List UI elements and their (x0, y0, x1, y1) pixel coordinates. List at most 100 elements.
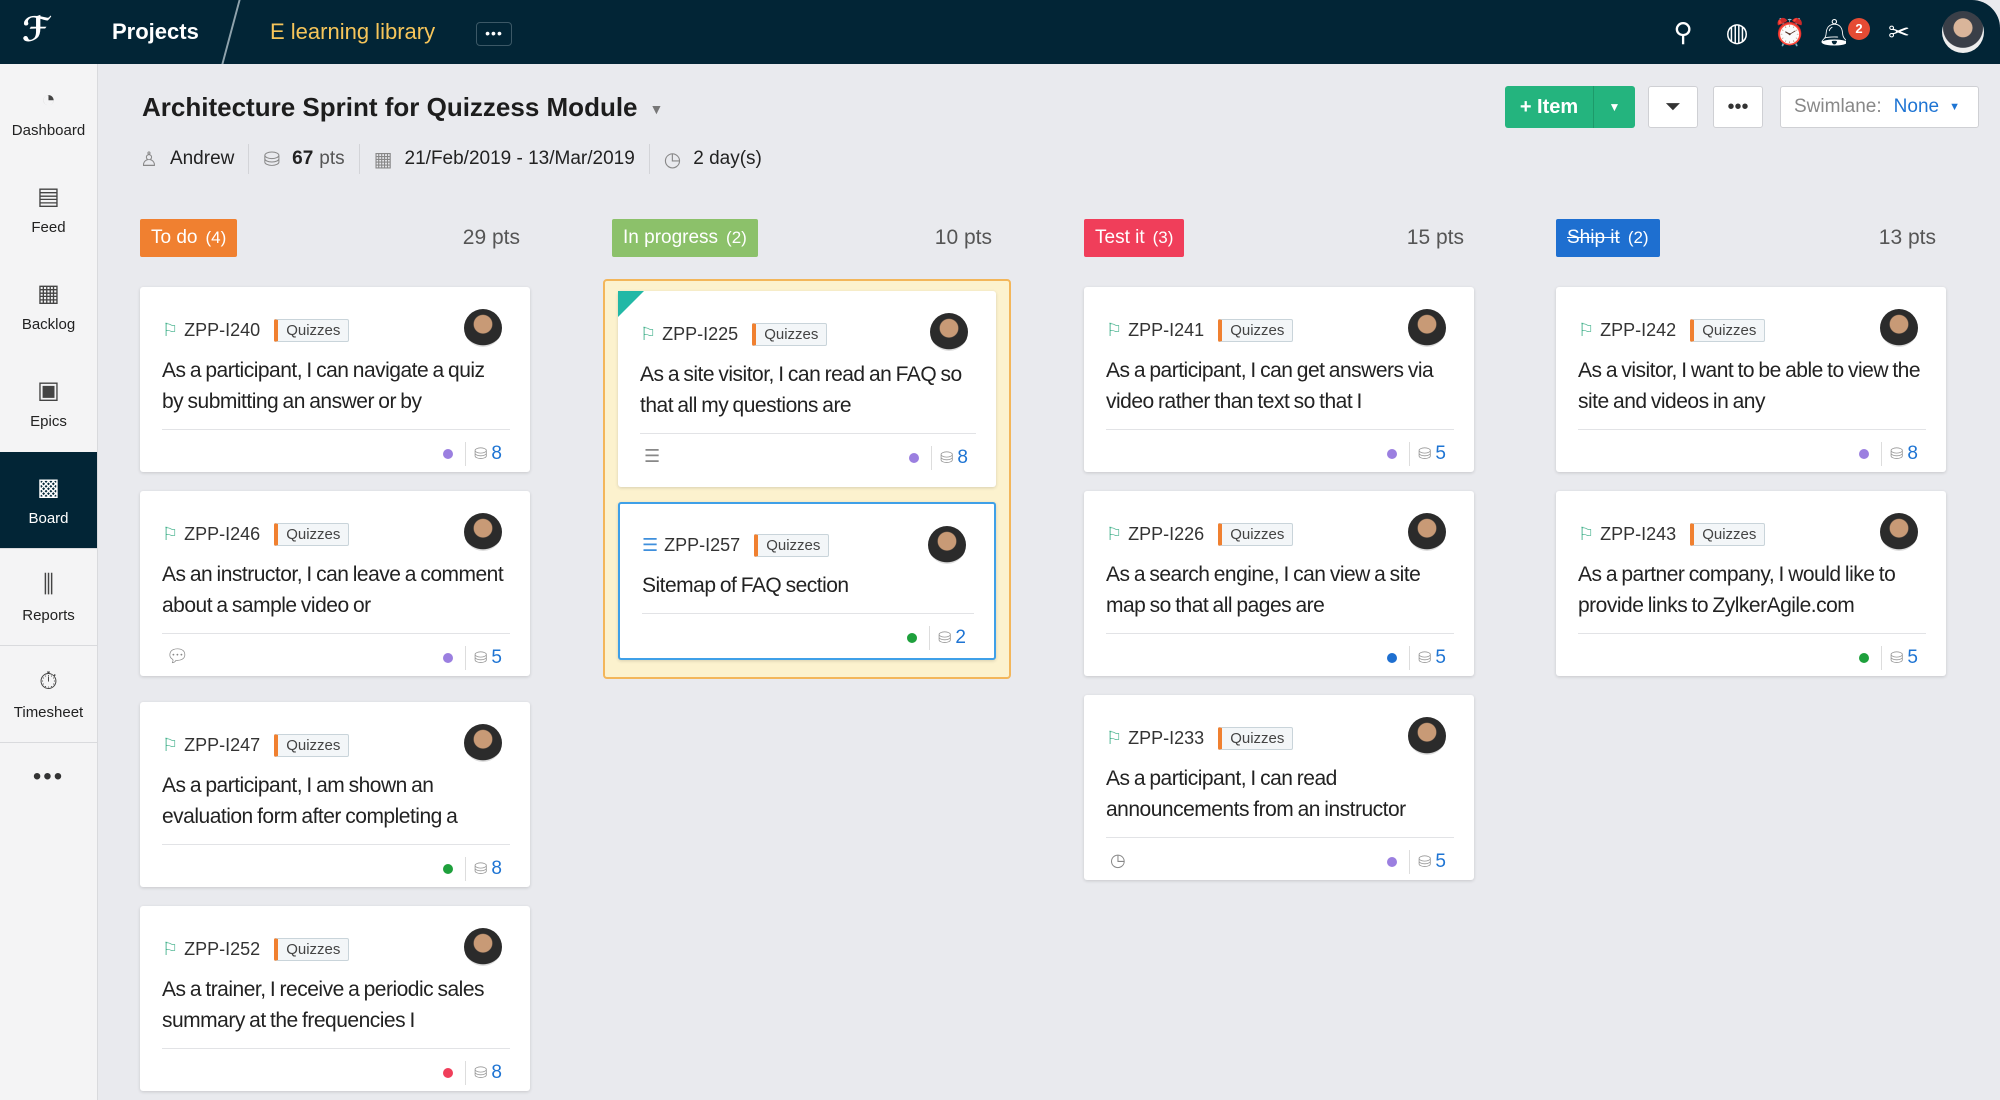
card[interactable]: ⚐ ZPP-I246 Quizzes As an instructor, I can… (140, 491, 530, 676)
card-title[interactable]: As a participant, I am shown an evaluati… (162, 774, 458, 828)
coins-icon: ⛁ (1418, 445, 1432, 463)
stage-count: (3) (1152, 228, 1174, 247)
card-id[interactable]: ZPP-I240 (184, 319, 261, 340)
card-tag: Quizzes (274, 522, 350, 546)
assignee-avatar[interactable] (464, 309, 502, 347)
add-item-button[interactable]: + Item ▼ (1505, 86, 1635, 128)
stage-label[interactable]: In progress (2) (612, 219, 758, 257)
card[interactable]: ☰ ZPP-I257 Quizzes Sitemap of FAQ section … (618, 502, 996, 660)
assignee-avatar[interactable] (1880, 309, 1918, 347)
filter-button[interactable]: ⏷ (1648, 86, 1698, 128)
globe-icon[interactable]: ◍ (1725, 17, 1749, 47)
assignee-avatar[interactable] (930, 313, 968, 351)
alarm-clock-icon[interactable]: ⏰ (1773, 17, 1807, 47)
card-title[interactable]: As a visitor, I want to be able to view … (1578, 359, 1921, 413)
card[interactable]: ⚐ ZPP-I243 Quizzes As a partner company, I… (1556, 491, 1946, 676)
assignee-avatar[interactable] (464, 513, 502, 551)
comment-icon[interactable]: 💬︎ (166, 646, 189, 666)
priority-dot (443, 1067, 454, 1078)
sidebar-item-backlog[interactable]: ▦ Backlog (0, 258, 97, 355)
bell-icon[interactable]: 🔔︎ (1818, 17, 1846, 47)
sidebar-item-label: Backlog (21, 315, 76, 333)
sprint-title[interactable]: Architecture Sprint for Quizzess Module ▼ (142, 92, 663, 123)
story-flag-icon: ⚐ (1578, 319, 1595, 340)
card[interactable]: ⚐ ZPP-I225 Quizzes As a site visitor, I ca… (618, 291, 996, 487)
story-flag-icon: ⚐ (162, 938, 179, 959)
card-title[interactable]: As a partner company, I would like to pr… (1578, 563, 1896, 617)
swimlane-select[interactable]: Swimlane: None ▼ (1780, 86, 1979, 128)
stage-label[interactable]: Test it (3) (1084, 219, 1185, 257)
card[interactable]: ⚐ ZPP-I241 Quizzes As a participant, I can… (1084, 287, 1474, 472)
story-flag-icon: ⚐ (1106, 319, 1123, 340)
project-more-button[interactable]: ••• (476, 22, 512, 46)
assignee-avatar[interactable] (1880, 513, 1918, 551)
assignee-avatar[interactable] (1408, 717, 1446, 755)
app-logo[interactable]: ℱ (22, 11, 50, 49)
assignee-avatar[interactable] (464, 724, 502, 762)
dashboard-icon: ◔ (41, 85, 56, 113)
sidebar-item-dashboard[interactable]: ◔ Dashboard (0, 64, 97, 161)
stage-label[interactable]: Ship it (2) (1556, 219, 1660, 257)
coins-icon: ⛁ (1890, 649, 1904, 667)
user-icon: ♙ (140, 148, 158, 171)
card-title[interactable]: Sitemap of FAQ section (642, 574, 849, 597)
card-title[interactable]: As an instructor, I can leave a comment … (162, 563, 504, 617)
card-id[interactable]: ZPP-I252 (184, 938, 261, 959)
assignee-avatar[interactable] (928, 526, 966, 564)
card-tag: Quizzes (1218, 318, 1294, 342)
add-item-label[interactable]: + Item (1519, 95, 1579, 118)
search-icon[interactable]: ⚲ (1673, 17, 1693, 47)
card-title[interactable]: As a participant, I can read announcemen… (1106, 767, 1406, 821)
card[interactable]: ⚐ ZPP-I242 Quizzes As a visitor, I want to… (1556, 287, 1946, 472)
collapse-corner-icon[interactable] (618, 291, 644, 317)
card[interactable]: ⚐ ZPP-I247 Quizzes As a participant, I am … (140, 702, 530, 887)
card[interactable]: ⚐ ZPP-I240 Quizzes As a participant, I can… (140, 287, 530, 472)
sidebar-item-board[interactable]: ▩ Board (0, 452, 97, 549)
card-tag: Quizzes (1690, 522, 1766, 546)
card-id[interactable]: ZPP-I246 (184, 523, 261, 544)
card-title[interactable]: As a site visitor, I can read an FAQ so … (640, 363, 962, 417)
card-tag: Quizzes (274, 733, 350, 757)
card-id[interactable]: ZPP-I243 (1600, 523, 1677, 544)
chevron-down-icon[interactable]: ▼ (1593, 86, 1635, 128)
story-points: 5 (1435, 442, 1446, 464)
card-title[interactable]: As a search engine, I can view a site ma… (1106, 563, 1421, 617)
notification-badge: 2 (1848, 18, 1870, 40)
sidebar-item-epics[interactable]: ▣ Epics (0, 355, 97, 452)
assignee-avatar[interactable] (1408, 309, 1446, 347)
card-id[interactable]: ZPP-I225 (662, 323, 739, 344)
stage-label[interactable]: To do (4) (140, 219, 238, 257)
card[interactable]: ⚐ ZPP-I233 Quizzes As a participant, I can… (1084, 695, 1474, 880)
card-id[interactable]: ZPP-I257 (664, 534, 741, 555)
sidebar-more-button[interactable]: ••• (32, 763, 65, 790)
project-name-link[interactable]: E learning library (270, 19, 436, 44)
more-options-button[interactable]: ••• (1713, 86, 1763, 128)
card-id[interactable]: ZPP-I233 (1128, 727, 1205, 748)
sidebar-item-reports[interactable]: ⫼ Reports (0, 549, 97, 646)
card-title[interactable]: As a trainer, I receive a periodic sales… (162, 978, 485, 1032)
coins-icon: ⛁ (474, 445, 488, 463)
chevron-down-icon[interactable]: ▼ (649, 101, 664, 118)
assignee-avatar[interactable] (464, 928, 502, 966)
card-tag: Quizzes (754, 533, 830, 557)
timer-icon[interactable]: ◷ (1110, 850, 1126, 870)
filter-icon: ⏷ (1665, 95, 1681, 118)
assignee-avatar[interactable] (1408, 513, 1446, 551)
card-id[interactable]: ZPP-I242 (1600, 319, 1677, 340)
card[interactable]: ⚐ ZPP-I226 Quizzes As a search engine, I c… (1084, 491, 1474, 676)
card-id[interactable]: ZPP-I241 (1128, 319, 1205, 340)
card-id[interactable]: ZPP-I247 (184, 734, 261, 755)
subtasks-icon[interactable]: ☰ (644, 446, 661, 466)
projects-link[interactable]: Projects (112, 19, 199, 44)
sidebar-item-label: Feed (31, 218, 66, 236)
card-id[interactable]: ZPP-I226 (1128, 523, 1205, 544)
story-points: 5 (491, 646, 502, 668)
card-title[interactable]: As a participant, I can get answers via … (1106, 359, 1434, 413)
card[interactable]: ⚐ ZPP-I252 Quizzes As a trainer, I receive… (140, 906, 530, 1091)
card-title[interactable]: As a participant, I can navigate a quiz … (162, 359, 485, 413)
user-avatar[interactable] (1942, 11, 1984, 53)
tools-icon[interactable]: ✂ (1888, 17, 1910, 47)
sidebar-item-timesheet[interactable]: ⏱ Timesheet (0, 646, 97, 743)
column-ship-it: Ship it (2) 13 pts ⚐ ZPP-I242 Quizzes As a v… (1556, 218, 1946, 676)
sidebar-item-feed[interactable]: ▤ Feed (0, 161, 97, 258)
